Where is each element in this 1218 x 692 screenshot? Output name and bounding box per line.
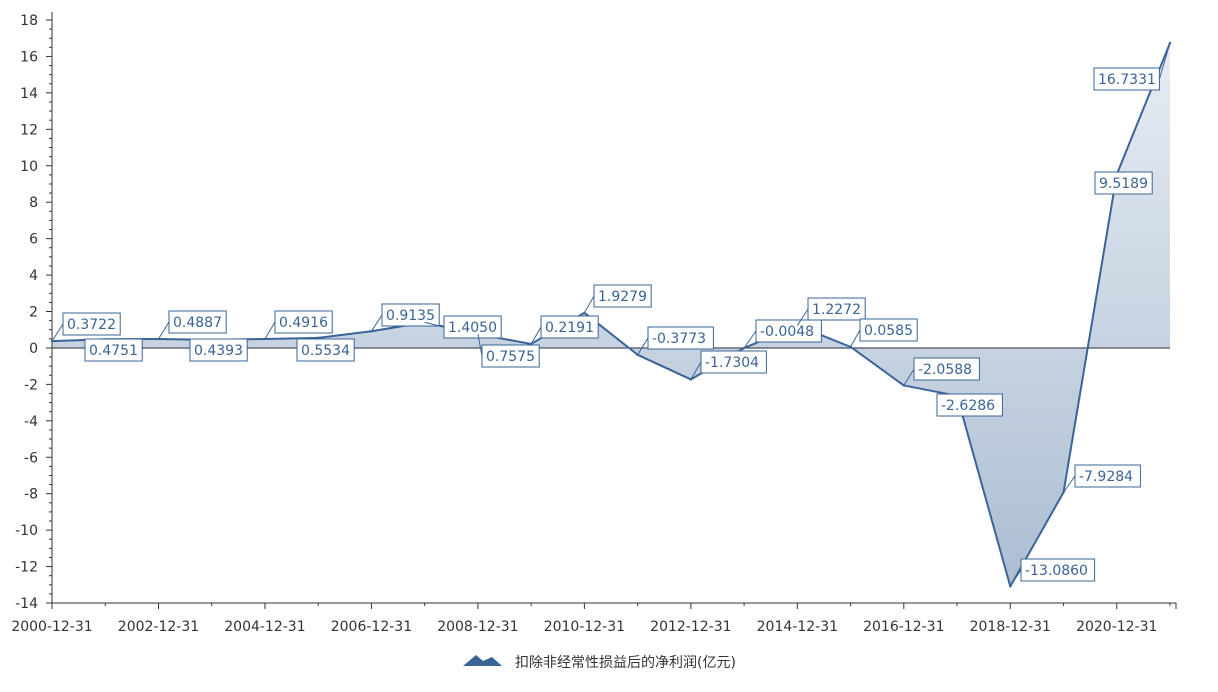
label-leader-line xyxy=(158,322,169,339)
data-label: 0.5534 xyxy=(297,338,354,361)
legend-area-icon xyxy=(463,655,502,666)
label-text: 16.7331 xyxy=(1098,72,1156,88)
y-tick-label: 16 xyxy=(20,49,38,65)
label-text: 0.0585 xyxy=(864,323,913,339)
label-text: -2.6286 xyxy=(941,398,995,414)
y-tick-label: -6 xyxy=(24,450,38,466)
data-label: -1.7304 xyxy=(691,351,767,379)
data-label: -2.6286 xyxy=(937,394,1002,416)
x-tick-label: 2014-12-31 xyxy=(757,619,838,635)
y-tick-label: 6 xyxy=(29,232,38,248)
y-tick-label: -12 xyxy=(15,560,38,576)
label-text: 1.2272 xyxy=(812,302,861,318)
x-tick-label: 2018-12-31 xyxy=(970,619,1051,635)
data-label: 0.4887 xyxy=(158,311,226,339)
label-text: 0.9135 xyxy=(386,308,435,324)
legend[interactable]: 扣除非经常性损益后的净利润(亿元) xyxy=(463,655,736,671)
x-tick-label: 2008-12-31 xyxy=(437,619,518,635)
label-text: 0.2191 xyxy=(545,320,594,336)
x-tick-label: 2006-12-31 xyxy=(331,619,412,635)
label-text: -2.0588 xyxy=(918,362,972,378)
data-label: 0.4393 xyxy=(190,339,247,361)
label-text: 1.4050 xyxy=(448,320,497,336)
y-tick-label: -8 xyxy=(24,487,38,503)
label-text: -0.3773 xyxy=(652,331,706,347)
x-tick-label: 2002-12-31 xyxy=(118,619,199,635)
x-tick-label: 2000-12-31 xyxy=(11,619,92,635)
y-tick-label: 12 xyxy=(20,122,38,138)
legend-label: 扣除非经常性损益后的净利润(亿元) xyxy=(515,655,736,671)
label-text: 0.4916 xyxy=(279,315,328,331)
label-text: -13.0860 xyxy=(1025,563,1088,579)
y-tick-label: -10 xyxy=(15,523,38,539)
label-leader-line xyxy=(851,330,860,347)
data-label: -7.9284 xyxy=(1064,465,1141,492)
data-label: 0.0585 xyxy=(851,319,918,347)
label-text: 1.9279 xyxy=(598,289,647,305)
y-tick-label: -4 xyxy=(24,414,38,430)
y-tick-label: 8 xyxy=(29,195,38,211)
label-text: 0.4393 xyxy=(194,343,243,359)
label-text: 9.5189 xyxy=(1099,176,1148,192)
data-label: 16.7331 xyxy=(1094,43,1170,90)
label-leader-line xyxy=(584,296,594,313)
data-label: 1.9279 xyxy=(584,285,651,313)
x-tick-label: 2016-12-31 xyxy=(863,619,944,635)
y-tick-label: 14 xyxy=(20,86,38,102)
x-tick-label: 2020-12-31 xyxy=(1076,619,1157,635)
y-tick-label: -2 xyxy=(24,377,38,393)
y-tick-label: 2 xyxy=(29,305,38,321)
x-tick-label: 2004-12-31 xyxy=(224,619,305,635)
y-tick-label: 0 xyxy=(29,341,38,357)
data-label: 0.4916 xyxy=(265,311,332,339)
data-label: -13.0860 xyxy=(1010,559,1094,586)
x-tick-label: 2012-12-31 xyxy=(650,619,731,635)
label-text: -1.7304 xyxy=(705,355,759,371)
label-text: 0.7575 xyxy=(486,349,535,365)
y-tick-label: 18 xyxy=(20,13,38,29)
x-tick-label: 2010-12-31 xyxy=(544,619,625,635)
label-text: -7.9284 xyxy=(1079,469,1133,485)
label-text: -0.0048 xyxy=(760,324,814,340)
data-label: 0.4751 xyxy=(85,339,142,361)
y-tick-label: 4 xyxy=(29,268,38,284)
label-text: 0.4887 xyxy=(173,315,222,331)
y-tick-label: -14 xyxy=(15,596,38,612)
y-tick-label: 10 xyxy=(20,159,38,175)
label-text: 0.3722 xyxy=(67,317,116,333)
data-label: 9.5189 xyxy=(1095,172,1152,194)
label-text: 0.5534 xyxy=(301,343,350,359)
data-label: 0.3722 xyxy=(52,313,120,341)
label-leader-line xyxy=(265,322,275,339)
label-leader-line xyxy=(52,324,63,341)
label-text: 0.4751 xyxy=(89,343,138,359)
